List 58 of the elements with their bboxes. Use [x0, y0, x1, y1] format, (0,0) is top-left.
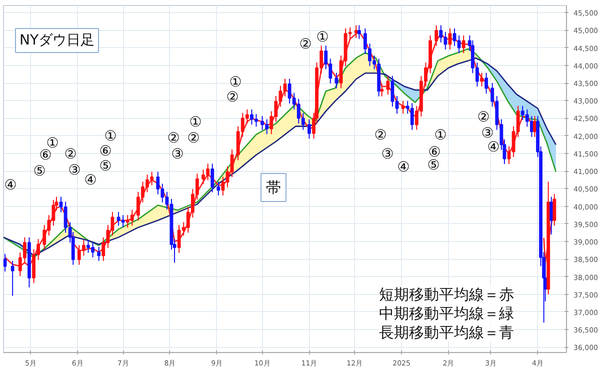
candlestick — [410, 102, 414, 130]
annotation: ④ — [84, 172, 97, 188]
candlestick — [480, 72, 484, 88]
annotation: ⑥ — [99, 144, 112, 160]
candlestick — [121, 214, 125, 228]
candlestick — [4, 253, 7, 272]
candlestick — [130, 209, 134, 226]
annotation: 短期移動平均線＝赤 — [379, 286, 514, 304]
annotation: ① — [316, 30, 329, 46]
annotation: ③ — [68, 162, 81, 178]
annotation: ① — [434, 128, 447, 144]
annotation: ③ — [481, 126, 494, 142]
annotation: 長期移動平均線＝青 — [379, 324, 514, 342]
annotation: ⑥ — [428, 144, 441, 160]
candlestick — [390, 75, 394, 108]
annotation: ① — [104, 128, 117, 144]
annotation: 中期移動平均線＝緑 — [379, 304, 514, 322]
candlestick — [10, 260, 14, 296]
annotation: ② — [187, 130, 200, 146]
candlestick — [260, 116, 264, 130]
candlestick — [439, 24, 443, 43]
candlestick — [42, 224, 46, 250]
annotation: ④ — [487, 140, 500, 156]
candlestick — [448, 28, 452, 50]
annotation: ⑤ — [33, 164, 46, 180]
annotation: ② — [64, 146, 77, 162]
candlestick — [484, 72, 488, 94]
candlestick — [308, 118, 311, 140]
candlestick — [97, 246, 101, 262]
candlestick — [434, 24, 438, 47]
annotation: 帯 — [266, 178, 281, 196]
annotation: ⑥ — [39, 148, 52, 164]
annotation: ② — [167, 130, 180, 146]
annotation: ⑤ — [99, 158, 112, 174]
candlestick — [156, 171, 160, 195]
candlestick — [462, 34, 466, 54]
candlestick — [386, 75, 390, 96]
candlestick — [457, 34, 461, 54]
annotation: ④ — [397, 160, 410, 176]
annotation: ① — [189, 114, 202, 130]
text: NYダウ日足 — [20, 32, 95, 48]
candlestick — [357, 24, 361, 40]
annotation: ③ — [171, 146, 184, 162]
annotation: ③ — [381, 146, 394, 162]
annotation: ② — [226, 90, 239, 106]
candlestick — [334, 72, 338, 89]
annotation: ⑤ — [427, 158, 440, 174]
annotation: ② — [374, 128, 387, 144]
candlestick — [354, 24, 358, 38]
annotation: ④ — [4, 178, 17, 194]
candlestick — [380, 84, 384, 97]
candlestick — [401, 100, 405, 114]
candlestick — [552, 193, 556, 226]
annotation: ② — [477, 110, 490, 126]
candlestick — [216, 181, 220, 196]
annotation: ① — [229, 74, 242, 90]
annotation: ② — [299, 36, 312, 52]
candlestick — [210, 163, 214, 193]
